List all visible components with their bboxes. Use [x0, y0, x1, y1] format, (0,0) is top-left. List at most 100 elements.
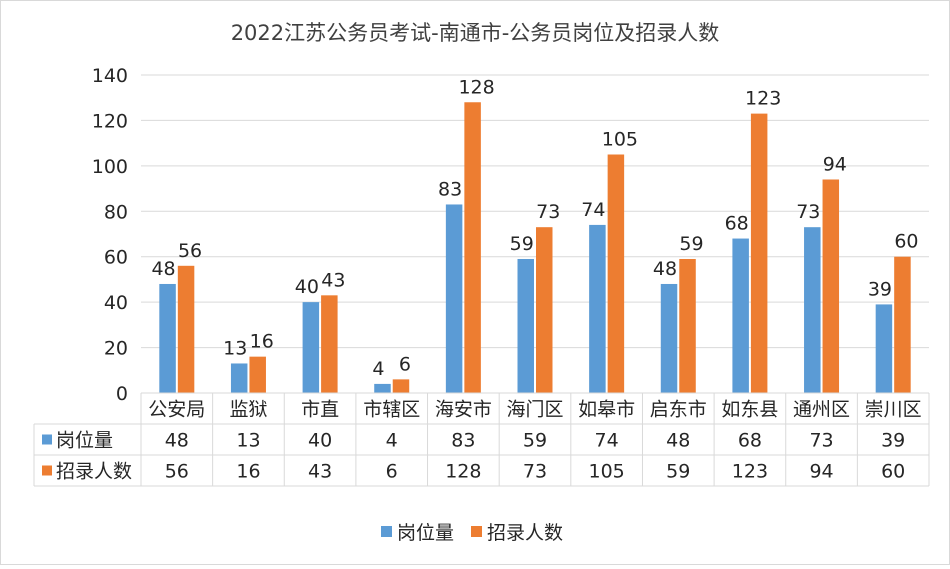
table-cell: 73 [809, 430, 833, 452]
bar-positions [230, 363, 248, 393]
table-cell: 73 [523, 461, 547, 483]
table-cell: 48 [165, 430, 189, 452]
bar-recruits [249, 356, 266, 393]
x-tick-label: 市直 [301, 399, 339, 421]
data-label: 13 [223, 337, 247, 359]
data-label: 4 [372, 358, 384, 380]
table-cell: 68 [738, 430, 762, 452]
gridlines [141, 74, 929, 349]
bar-positions [445, 204, 463, 393]
data-label: 59 [679, 233, 703, 255]
table-cell: 59 [666, 461, 690, 483]
table-series-name: 岗位量 [56, 430, 113, 452]
x-tick-label: 崇川区 [865, 399, 922, 421]
legend-label: 招录人数 [487, 522, 563, 544]
bars [159, 102, 911, 393]
data-label: 128 [458, 76, 494, 98]
y-tick-label: 80 [104, 201, 128, 223]
legend-label: 岗位量 [397, 522, 454, 544]
x-tick-label: 公安局 [148, 399, 205, 421]
bar-recruits [607, 154, 625, 393]
table-cell: 83 [451, 430, 475, 452]
bar-recruits [679, 258, 696, 393]
x-tick-label: 启东市 [650, 399, 707, 421]
y-tick-label: 0 [116, 383, 128, 405]
y-tick-label: 120 [92, 110, 128, 132]
bar-recruits [177, 265, 195, 393]
legend-swatch [471, 526, 482, 537]
x-tick-label: 通州区 [793, 399, 850, 421]
table-cell: 4 [386, 430, 398, 452]
table-cell: 128 [445, 461, 481, 483]
data-label: 123 [745, 88, 781, 110]
bar-positions [804, 227, 821, 393]
data-label: 43 [321, 269, 345, 291]
data-label: 94 [823, 153, 847, 175]
table-cell: 105 [589, 461, 625, 483]
table-cell: 48 [666, 430, 690, 452]
data-label: 60 [894, 231, 918, 253]
bar-positions [159, 283, 176, 393]
data-label: 6 [399, 353, 411, 375]
x-tick-label: 市辖区 [363, 399, 420, 421]
x-tick-label: 海安市 [435, 399, 492, 421]
chart-title: 2022江苏公务员考试-南通市-公务员岗位及招录人数 [231, 21, 720, 45]
y-tick-label: 40 [104, 292, 128, 314]
bar-recruits [536, 227, 553, 393]
y-axis-tick-labels: 0 20 40 60 80 100 120 140 [92, 65, 128, 405]
bar-positions [517, 258, 534, 393]
table-cell: 56 [165, 461, 189, 483]
data-label: 74 [581, 199, 605, 221]
x-tick-label: 监狱 [229, 399, 267, 421]
bar-positions [660, 283, 678, 393]
data-label: 68 [725, 213, 749, 235]
x-tick-label: 如东县 [721, 399, 778, 421]
y-tick-label: 100 [92, 156, 128, 178]
table-legend-key [42, 465, 52, 476]
data-label: 16 [250, 331, 274, 353]
table-cell: 16 [236, 461, 260, 483]
table-cell: 40 [308, 430, 332, 452]
x-tick-label: 如皋市 [578, 399, 635, 421]
bar-positions [732, 238, 749, 393]
data-label: 48 [653, 258, 677, 280]
table-cell: 43 [308, 461, 332, 483]
data-label: 40 [295, 276, 319, 298]
data-labels: 48 13 40 4 83 59 74 48 68 73 39 56 16 43 6 128 73 105 59 12… [151, 76, 918, 380]
table-cell: 59 [523, 430, 547, 452]
bar-recruits [894, 256, 911, 393]
table-series-name: 招录人数 [56, 461, 132, 483]
table-cell: 123 [732, 461, 768, 483]
legend-swatch [381, 526, 392, 537]
data-label: 83 [438, 178, 462, 200]
bar-recruits [464, 102, 481, 393]
table-cell: 6 [386, 461, 398, 483]
data-label: 39 [868, 278, 892, 300]
bar-recruits [321, 295, 338, 393]
table-cell: 60 [881, 461, 905, 483]
bar-positions [374, 383, 391, 393]
bar-recruits [392, 379, 410, 393]
y-tick-label: 140 [92, 65, 128, 87]
data-label: 48 [151, 258, 175, 280]
table-cell: 39 [881, 430, 905, 452]
data-label: 73 [796, 201, 820, 223]
legend: 岗位量 招录人数 [381, 522, 563, 544]
bar-recruits [822, 179, 840, 393]
table-cell: 94 [809, 461, 833, 483]
y-tick-label: 60 [104, 247, 128, 269]
y-tick-label: 20 [104, 338, 128, 360]
table-cell: 13 [236, 430, 260, 452]
x-tick-label: 海门区 [506, 399, 563, 421]
bar-positions [875, 304, 893, 393]
data-label: 105 [602, 129, 638, 151]
bar-positions [302, 302, 320, 393]
bar-positions [589, 224, 606, 393]
bar-recruits [750, 113, 768, 393]
data-label: 73 [536, 201, 560, 223]
data-label: 59 [510, 233, 534, 255]
table-legend-key [42, 434, 52, 445]
